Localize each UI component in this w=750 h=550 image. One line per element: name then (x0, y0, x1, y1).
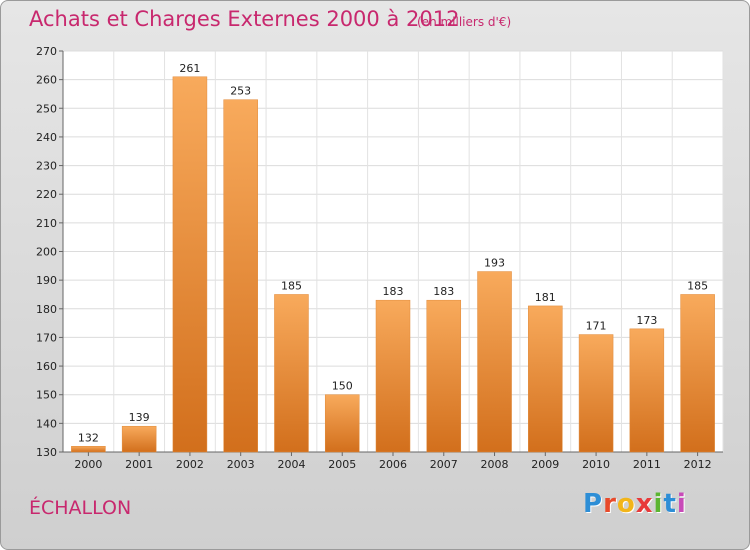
bar-2010 (578, 334, 614, 453)
y-tick-label: 160 (36, 360, 57, 373)
bar-value-label: 253 (230, 85, 251, 98)
commune-name: ÉCHALLON (29, 497, 132, 519)
bars (71, 76, 715, 453)
y-tick-label: 270 (36, 45, 57, 58)
logo-letter: t (663, 489, 677, 519)
y-tick-label: 190 (36, 274, 57, 287)
logo-letter: o (616, 489, 636, 519)
x-tick-label: 2012 (684, 458, 712, 471)
y-tick-label: 200 (36, 246, 57, 259)
y-tick-label: 180 (36, 303, 57, 316)
y-tick-label: 240 (36, 131, 57, 144)
x-tick-label: 2009 (531, 458, 559, 471)
x-tick-label: 2002 (176, 458, 204, 471)
y-tick-label: 170 (36, 331, 57, 344)
bar-2009 (528, 305, 563, 453)
bar-value-label: 150 (332, 380, 353, 393)
y-tick-label: 130 (36, 446, 57, 459)
bar-2012 (680, 294, 715, 453)
bar-2001 (121, 425, 157, 453)
bar-2006 (375, 299, 411, 453)
bar-2007 (426, 299, 462, 453)
bar-value-label: 173 (636, 314, 657, 327)
bar-value-label: 185 (687, 279, 708, 292)
x-tick-label: 2000 (74, 458, 102, 471)
x-tick-label: 2006 (379, 458, 407, 471)
y-tick-label: 140 (36, 417, 57, 430)
y-tick-label: 220 (36, 188, 57, 201)
y-tick-label: 210 (36, 217, 57, 230)
bar-value-label: 193 (484, 257, 505, 270)
y-tick-label: 230 (36, 160, 57, 173)
logo-letter: P (583, 489, 604, 519)
proxiti-logo: Proxiti (583, 489, 687, 519)
x-tick-label: 2011 (633, 458, 661, 471)
labels: 130 140 150 160 170 180 190 200 210 220 230 240 250 2… (36, 45, 712, 471)
x-tick-label: 2001 (125, 458, 153, 471)
y-tick-label: 150 (36, 389, 57, 402)
bar-2011 (629, 328, 665, 453)
x-tick-label: 2003 (227, 458, 255, 471)
x-tick-label: 2010 (582, 458, 610, 471)
logo-letter: i (653, 489, 664, 519)
y-tick-label: 250 (36, 102, 57, 115)
chart-title: Achats et Charges Externes 2000 à 2012 (29, 7, 460, 31)
bar-2002 (172, 76, 208, 453)
bar-value-label: 171 (586, 320, 607, 333)
x-tick-label: 2004 (277, 458, 305, 471)
bar-value-label: 261 (179, 62, 200, 75)
bar-2000 (71, 446, 106, 453)
chart-subtitle: (en milliers d'€) (417, 15, 512, 29)
bar-value-label: 139 (129, 411, 150, 424)
x-tick-label: 2008 (481, 458, 509, 471)
x-tick-label: 2005 (328, 458, 356, 471)
y-tick-label: 260 (36, 74, 57, 87)
bar-2004 (274, 294, 309, 453)
logo-letter: i (676, 489, 687, 519)
logo-letter: r (603, 489, 617, 519)
logo-letter: x (635, 489, 654, 519)
bar-value-label: 132 (78, 431, 99, 444)
bar-value-label: 185 (281, 279, 302, 292)
bar-value-label: 183 (433, 285, 454, 298)
bar-value-label: 181 (535, 291, 556, 304)
bar-value-label: 183 (383, 285, 404, 298)
x-tick-label: 2007 (430, 458, 458, 471)
bar-2003 (223, 99, 258, 453)
bar-2008 (477, 271, 512, 453)
bar-2005 (324, 394, 360, 453)
